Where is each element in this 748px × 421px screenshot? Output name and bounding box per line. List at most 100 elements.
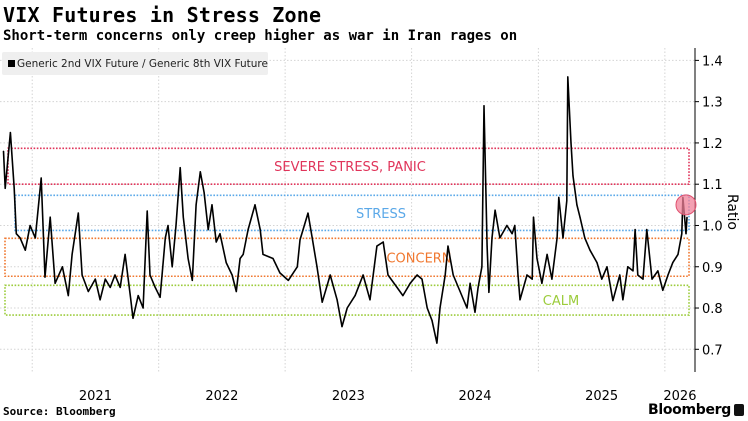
data-point xyxy=(187,257,189,260)
data-point xyxy=(511,233,513,235)
data-point xyxy=(416,274,418,276)
data-point xyxy=(526,274,528,276)
data-point xyxy=(211,204,213,206)
data-point xyxy=(551,278,553,280)
data-point xyxy=(4,187,6,189)
data-point xyxy=(81,274,83,276)
data-point xyxy=(336,299,338,301)
x-tick-label: 2024 xyxy=(458,389,491,404)
data-point xyxy=(402,295,404,297)
data-point xyxy=(584,237,586,239)
x-tick-label: 2025 xyxy=(585,389,618,404)
data-point xyxy=(2,150,5,152)
data-point xyxy=(119,286,121,288)
zone-label: CONCERN xyxy=(386,251,451,266)
data-point xyxy=(494,209,496,211)
data-point xyxy=(409,282,411,284)
data-point xyxy=(199,171,201,173)
x-tick-label: 2021 xyxy=(79,389,112,404)
y-tick-label: 1.2 xyxy=(702,137,723,152)
data-point xyxy=(642,278,644,280)
data-point xyxy=(129,295,131,297)
data-point xyxy=(447,245,449,247)
data-point xyxy=(619,274,621,276)
data-point xyxy=(657,270,659,272)
data-point xyxy=(622,299,624,301)
series-line xyxy=(2,76,688,344)
data-point xyxy=(396,286,398,288)
data-point xyxy=(175,224,177,227)
data-point xyxy=(567,76,569,78)
data-point xyxy=(225,262,227,264)
data-point xyxy=(67,295,69,297)
legend-swatch xyxy=(8,60,15,67)
data-point xyxy=(634,229,636,231)
data-point xyxy=(536,257,538,260)
data-point xyxy=(439,307,441,309)
zone-label: CALM xyxy=(543,294,579,309)
x-tick-label: 2023 xyxy=(332,389,365,404)
data-point xyxy=(287,279,289,281)
data-point xyxy=(239,257,241,260)
data-point xyxy=(77,212,79,214)
data-point xyxy=(54,282,56,284)
data-point xyxy=(24,249,26,251)
zone-label: STRESS xyxy=(356,207,406,222)
y-tick-label: 1.1 xyxy=(702,178,723,193)
data-point xyxy=(167,224,169,227)
data-point xyxy=(596,262,598,264)
y-tick-label: 0.7 xyxy=(702,343,723,358)
data-point xyxy=(109,286,111,288)
data-point xyxy=(203,191,205,194)
data-point xyxy=(532,216,535,218)
data-point xyxy=(612,299,614,302)
data-point xyxy=(311,237,313,239)
data-point xyxy=(49,216,51,218)
data-point xyxy=(262,253,264,255)
data-point xyxy=(481,266,483,268)
data-point xyxy=(29,224,31,227)
data-point xyxy=(477,286,479,288)
zone-concern-band xyxy=(4,237,690,278)
data-point xyxy=(207,229,209,231)
data-point xyxy=(469,282,471,284)
data-point xyxy=(179,167,181,169)
data-point xyxy=(541,282,543,284)
data-point xyxy=(13,187,15,189)
data-point xyxy=(219,233,221,235)
data-point xyxy=(159,296,161,298)
data-point xyxy=(517,274,519,276)
y-tick-label: 0.8 xyxy=(702,302,723,317)
data-point xyxy=(566,200,568,202)
data-point xyxy=(387,274,389,276)
data-point xyxy=(71,253,73,255)
y-axis-label: Ratio xyxy=(724,194,740,230)
data-point xyxy=(466,307,468,309)
data-point xyxy=(576,204,578,206)
data-point xyxy=(436,342,438,344)
data-point xyxy=(341,325,343,328)
data-point xyxy=(195,204,197,206)
x-tick-label: 2022 xyxy=(205,389,238,404)
data-point xyxy=(570,142,572,144)
data-point xyxy=(149,274,151,276)
data-point xyxy=(329,274,331,276)
chart-subtitle: Short-term concerns only creep higher as… xyxy=(3,28,518,44)
data-point xyxy=(9,132,11,134)
data-point xyxy=(40,177,42,179)
data-point xyxy=(637,274,639,276)
data-point xyxy=(146,210,148,212)
data-point xyxy=(431,319,433,322)
data-point xyxy=(242,253,244,255)
data-point xyxy=(354,295,356,297)
data-point xyxy=(44,276,46,278)
data-point xyxy=(19,237,21,239)
data-point xyxy=(685,233,687,235)
y-tick-label: 1.4 xyxy=(702,54,723,69)
data-point xyxy=(369,299,371,301)
data-point xyxy=(299,239,301,241)
data-point xyxy=(191,279,193,281)
data-point xyxy=(346,307,348,309)
data-point xyxy=(444,274,446,276)
